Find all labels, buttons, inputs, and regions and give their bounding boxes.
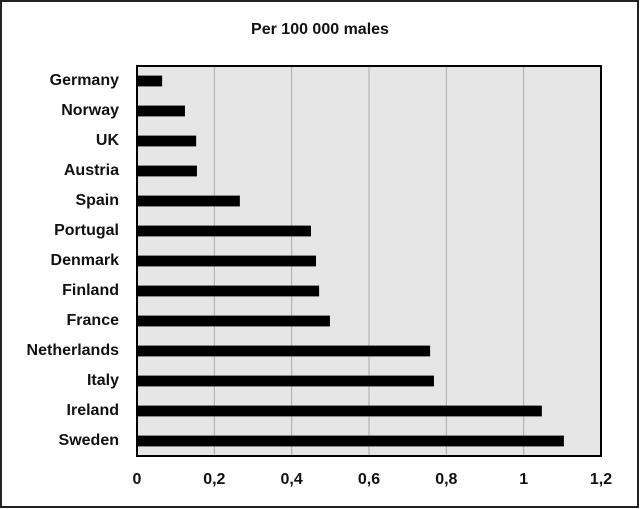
x-tick-label: 0,4 [281, 471, 303, 488]
bar [137, 255, 317, 267]
x-tick-label: 0,8 [435, 471, 457, 488]
bar [137, 285, 320, 297]
bar [137, 435, 564, 447]
y-tick-label: UK [96, 132, 120, 149]
x-tick-label: 0,6 [358, 471, 380, 488]
bar [137, 195, 240, 207]
bar [137, 105, 185, 117]
y-tick-label: Austria [64, 162, 119, 179]
y-tick-label: Finland [62, 282, 119, 299]
bar [137, 225, 311, 237]
x-tick-label: 1,2 [590, 471, 612, 488]
y-tick-label: Netherlands [27, 342, 120, 359]
y-tick-label: Ireland [67, 402, 119, 419]
y-tick-label: Spain [75, 192, 119, 209]
bar [137, 135, 197, 147]
bar [137, 375, 434, 387]
bar [137, 345, 431, 357]
x-tick-label: 1 [519, 471, 528, 488]
bar [137, 165, 197, 177]
y-tick-label: Germany [50, 72, 119, 89]
chart-title: Per 100 000 males [251, 21, 389, 38]
y-tick-label: Denmark [51, 252, 120, 269]
y-tick-label: Italy [87, 372, 119, 389]
bar [137, 405, 542, 417]
y-tick-label: Norway [61, 102, 119, 119]
y-tick-label: Portugal [54, 222, 119, 239]
bar [137, 75, 163, 87]
bar [137, 315, 330, 327]
y-tick-label: France [67, 312, 120, 329]
x-tick-label: 0,2 [203, 471, 225, 488]
x-tick-label: 0 [133, 471, 142, 488]
y-tick-label: Sweden [59, 432, 119, 449]
